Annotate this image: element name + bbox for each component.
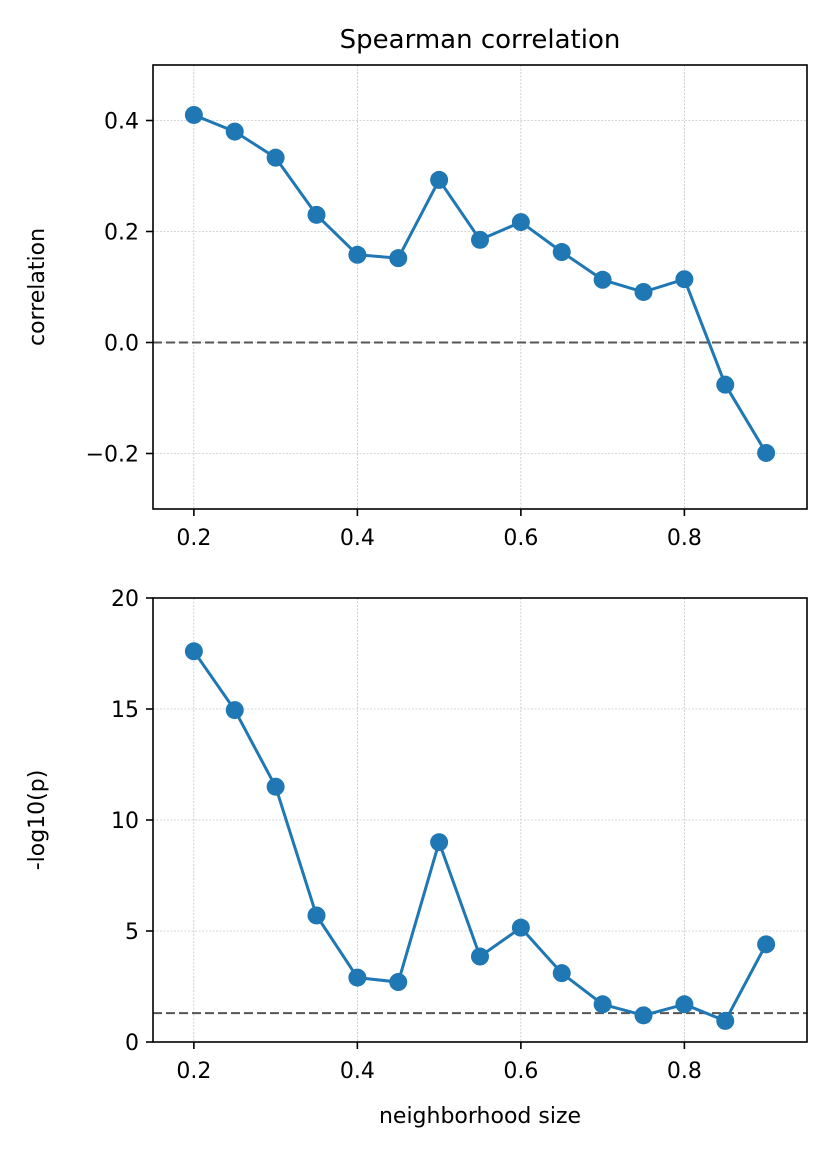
corr-data-point — [348, 245, 367, 264]
pval-ylabel: -log10(p) — [25, 770, 50, 871]
corr-xtick-label: 0.4 — [340, 526, 375, 551]
pval-data-point — [675, 995, 694, 1014]
corr-ytick-label: 0.0 — [104, 332, 139, 357]
corr-data-point — [471, 230, 489, 249]
pval-ytick-label: 20 — [111, 587, 139, 612]
pval-xtick-label: 0.8 — [667, 1059, 702, 1084]
pval-xtick-label: 0.2 — [176, 1059, 211, 1084]
corr-data-point — [184, 105, 203, 124]
corr-ytick-label: −0.2 — [86, 443, 139, 468]
pval-data-point — [225, 701, 244, 720]
corr-data-point — [593, 270, 612, 289]
corr-data-point — [389, 249, 408, 268]
pval-ytick-label: 0 — [125, 1031, 139, 1056]
corr-data-point — [225, 122, 244, 141]
pval-xlabel: neighborhood size — [379, 1104, 581, 1129]
pval-data-point — [757, 935, 776, 954]
pval-ytick-label: 10 — [111, 809, 139, 834]
corr-plot-area — [153, 65, 807, 509]
corr-data-point — [552, 243, 571, 262]
corr-data-point — [716, 375, 735, 394]
pval-data-point — [634, 1006, 653, 1025]
pval-data-point — [552, 964, 571, 983]
corr-xtick-label: 0.8 — [667, 526, 702, 551]
corr-data-point — [307, 205, 326, 224]
pval-data-point — [307, 906, 326, 925]
pval-data-point — [266, 777, 285, 796]
pval-ytick-label: 5 — [125, 920, 139, 945]
corr-xtick-label: 0.6 — [503, 526, 538, 551]
corr-ytick-label: 0.4 — [104, 110, 139, 135]
pval-data-point — [511, 918, 530, 937]
pval-data-point — [430, 833, 449, 852]
pvalue-panel: 0.2 0.4 0.6 0.8 0 5 10 15 20 -log10(p) neighborhoo… — [25, 587, 808, 1129]
pval-data-point — [716, 1011, 735, 1030]
pval-data-point — [389, 973, 408, 992]
corr-data-point — [757, 443, 776, 462]
corr-chart-title: Spearman correlation — [340, 25, 621, 55]
corr-ylabel: correlation — [25, 228, 50, 346]
corr-ytick-label: 0.2 — [104, 221, 139, 246]
pval-data-point — [184, 642, 203, 661]
corr-xtick-label: 0.2 — [176, 526, 211, 551]
pval-xtick-label: 0.4 — [340, 1059, 375, 1084]
pval-data-point — [593, 995, 612, 1014]
pval-data-point — [348, 968, 367, 987]
corr-data-point — [266, 148, 285, 167]
corr-data-point — [430, 170, 449, 189]
corr-data-point — [511, 213, 530, 232]
correlation-panel: 0.2 0.4 0.6 0.8 −0.2 0.0 0.2 0.4 Spearman correl… — [25, 25, 808, 551]
corr-data-point — [634, 282, 653, 301]
pval-xtick-label: 0.6 — [503, 1059, 538, 1084]
pval-data-point — [471, 947, 489, 966]
corr-axes-frame — [152, 64, 808, 510]
pval-ytick-label: 15 — [111, 698, 139, 723]
corr-data-point — [675, 270, 694, 289]
